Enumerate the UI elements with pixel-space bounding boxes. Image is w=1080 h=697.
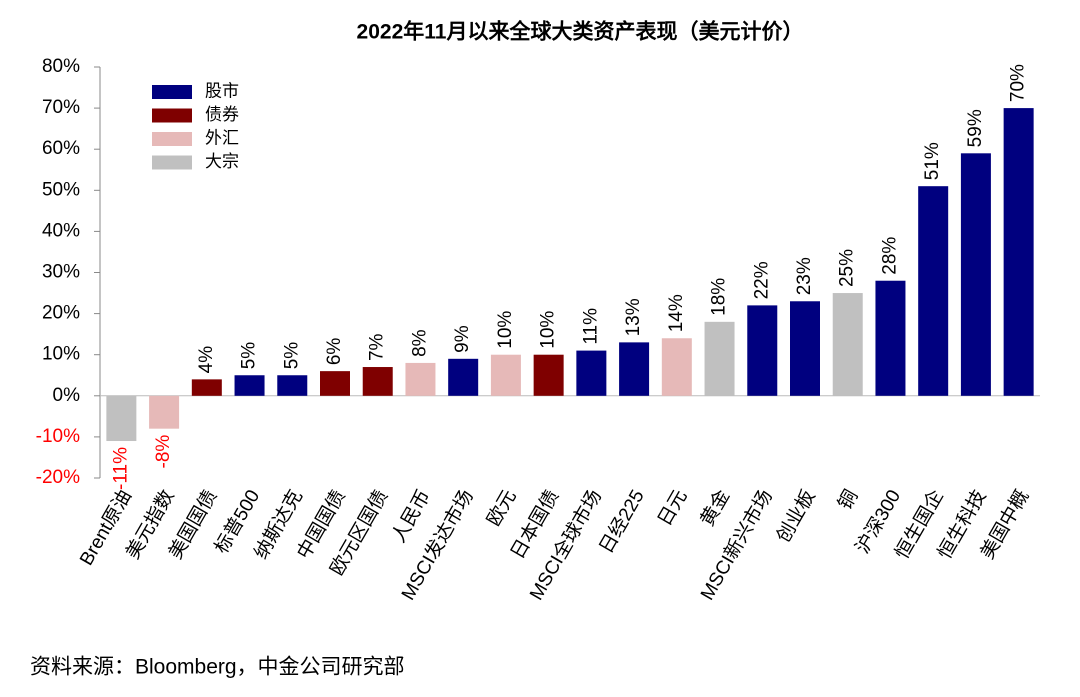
legend-label: 大宗 bbox=[205, 152, 239, 171]
bar bbox=[191, 379, 222, 396]
x-tick-label: 欧元 bbox=[483, 486, 521, 530]
bar bbox=[747, 305, 778, 396]
value-label: 9% bbox=[452, 325, 473, 353]
legend-swatch bbox=[152, 132, 192, 146]
bar bbox=[448, 358, 479, 396]
x-tick-label: 人民币 bbox=[388, 486, 436, 546]
value-label: 7% bbox=[367, 333, 388, 361]
y-tick-label: -20% bbox=[36, 467, 80, 488]
bar bbox=[875, 280, 906, 396]
y-tick-label: 70% bbox=[42, 97, 80, 118]
bar bbox=[533, 354, 564, 396]
value-label: 11% bbox=[580, 308, 601, 345]
value-label: 14% bbox=[666, 294, 687, 332]
y-tick-label: 30% bbox=[42, 262, 80, 283]
value-label: 10% bbox=[495, 311, 516, 349]
bar bbox=[234, 375, 265, 396]
value-label: 23% bbox=[794, 257, 815, 295]
value-label: 8% bbox=[409, 329, 430, 357]
value-label: 5% bbox=[239, 342, 260, 370]
value-label: 10% bbox=[538, 311, 559, 349]
value-label: 25% bbox=[837, 249, 858, 287]
value-label: 51% bbox=[922, 142, 943, 180]
bar bbox=[576, 350, 607, 396]
y-tick-label: 20% bbox=[42, 303, 80, 324]
bar bbox=[960, 153, 991, 396]
value-label: -8% bbox=[153, 435, 174, 469]
y-tick-label: 60% bbox=[42, 138, 80, 159]
value-label: 18% bbox=[709, 278, 730, 316]
value-label: 13% bbox=[623, 298, 644, 336]
legend-swatch bbox=[152, 155, 192, 170]
y-tick-label: 80% bbox=[42, 56, 80, 77]
y-tick-label: 0% bbox=[53, 385, 81, 406]
bar bbox=[149, 395, 180, 429]
bar bbox=[918, 186, 949, 396]
bar bbox=[490, 354, 521, 396]
bar bbox=[704, 321, 735, 396]
legend-label: 股市 bbox=[205, 81, 239, 100]
legend-label: 债券 bbox=[205, 105, 239, 124]
chart-title: 2022年11月以来全球大类资产表现（美元计价） bbox=[357, 20, 804, 44]
bar bbox=[790, 301, 820, 396]
value-label: 22% bbox=[751, 261, 772, 299]
bar bbox=[661, 338, 692, 396]
legend-label: 外汇 bbox=[205, 128, 239, 147]
bar bbox=[405, 362, 436, 396]
bar bbox=[1003, 108, 1034, 396]
y-tick-label: -10% bbox=[36, 426, 80, 447]
x-tick-label: 创业板 bbox=[772, 486, 820, 546]
x-tick-label: 铜 bbox=[834, 486, 863, 513]
y-tick-label: 50% bbox=[42, 179, 80, 200]
bar bbox=[277, 375, 308, 396]
bar bbox=[619, 342, 650, 396]
legend-swatch bbox=[152, 85, 192, 99]
bar bbox=[320, 371, 350, 396]
bar bbox=[106, 395, 137, 442]
value-label: 6% bbox=[324, 338, 345, 366]
value-label: 28% bbox=[879, 237, 900, 275]
source-note: 资料来源：Bloomberg，中金公司研究部 bbox=[30, 656, 405, 679]
x-tick-label: Brent原油 bbox=[75, 486, 136, 569]
y-tick-label: 40% bbox=[42, 220, 80, 241]
y-tick-label: 10% bbox=[42, 344, 80, 365]
bar bbox=[832, 293, 863, 396]
value-label: -11% bbox=[110, 447, 131, 490]
value-label: 59% bbox=[965, 109, 986, 147]
value-label: 70% bbox=[1008, 64, 1029, 102]
value-label: 4% bbox=[196, 346, 217, 374]
x-tick-label: 日元 bbox=[654, 487, 691, 530]
value-label: 5% bbox=[281, 342, 302, 370]
bar bbox=[362, 367, 393, 396]
x-tick-label: 黄金 bbox=[696, 486, 734, 530]
legend-swatch bbox=[152, 108, 192, 123]
